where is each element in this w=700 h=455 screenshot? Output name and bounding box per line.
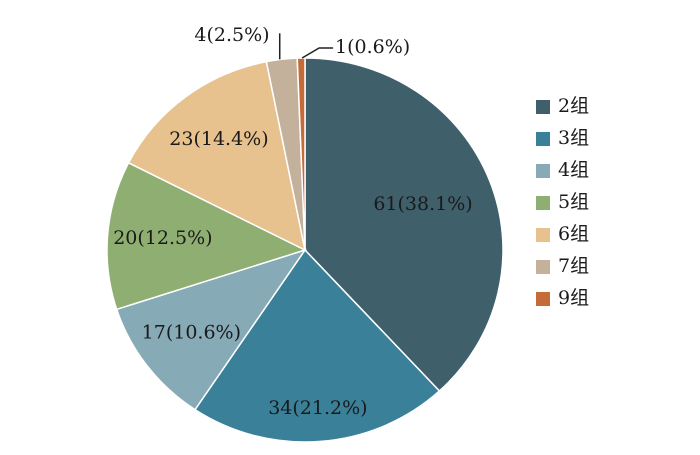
legend-swatch [536,228,550,242]
legend-item: 3组 [536,127,589,149]
slice-label: 1(0.6%) [335,36,410,58]
legend-label: 4组 [558,159,589,181]
slice-label: 34(21.2%) [268,397,367,419]
legend-item: 5组 [536,191,589,213]
pie-slices [106,57,504,443]
legend: 2组 3组 4组 5组 6组 7组 9组 [536,95,589,309]
legend-label: 9组 [558,287,589,309]
legend-item: 2组 [536,95,589,117]
legend-swatch [536,100,550,114]
leader-lines [278,33,334,60]
slice-label: 23(14.4%) [169,128,268,150]
legend-label: 7组 [558,255,589,277]
slice-label: 4(2.5%) [194,24,269,46]
slice-label: 61(38.1%) [373,193,472,215]
pie-slice [127,60,307,252]
legend-label: 6组 [558,223,589,245]
slice-label: 20(12.5%) [113,227,212,249]
legend-label: 2组 [558,95,589,117]
pie-slice [296,57,306,251]
pie-slice [304,57,504,393]
legend-item: 4组 [536,159,589,181]
leader-line [301,47,334,59]
slice-label: 17(10.6%) [142,321,241,343]
legend-swatch [536,196,550,210]
legend-swatch [536,260,550,274]
pie-slice [115,248,307,411]
legend-item: 9组 [536,287,589,309]
legend-swatch [536,292,550,306]
pie-slice [106,161,308,311]
legend-label: 3组 [558,127,589,149]
legend-swatch [536,164,550,178]
legend-item: 7组 [536,255,589,277]
pie-slice [193,248,441,443]
legend-swatch [536,132,550,146]
legend-item: 6组 [536,223,589,245]
slice-labels: 61(38.1%) 34(21.2%) 17(10.6%) 20(12.5%) 23(1… [113,24,472,419]
legend-label: 5组 [558,191,589,213]
